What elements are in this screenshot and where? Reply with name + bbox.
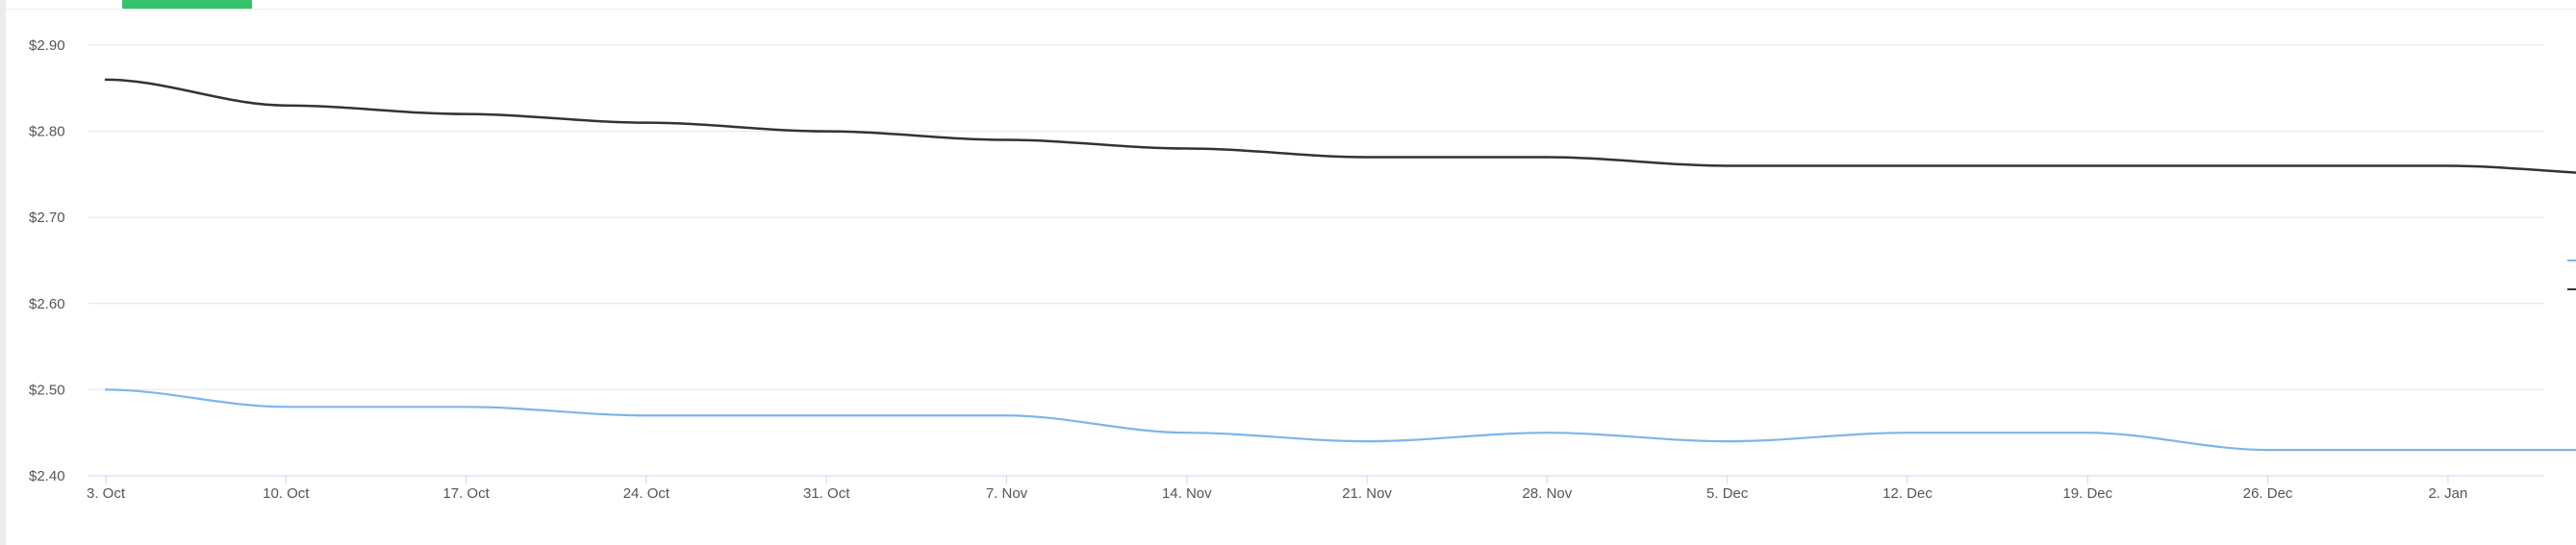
x-tick-label: 28. Nov xyxy=(1523,485,1573,502)
x-tick-label: 10. Oct xyxy=(263,485,310,502)
x-tick-label: 7. Nov xyxy=(986,485,1028,502)
active-tab-indicator[interactable] xyxy=(122,0,252,9)
y-tick-label: $2.70 xyxy=(29,210,65,226)
x-tick-label: 24. Oct xyxy=(623,485,670,502)
x-tick-label: 12. Dec xyxy=(1882,485,1932,502)
x-tick-label: 14. Nov xyxy=(1162,485,1212,502)
x-tick-label: 2. Jan xyxy=(2428,485,2467,502)
x-tick-label: 17. Oct xyxy=(442,485,490,502)
y-tick-label: $2.80 xyxy=(29,124,65,140)
x-tick-label: 5. Dec xyxy=(1706,485,1749,502)
top-border xyxy=(6,0,2576,10)
left-border xyxy=(0,0,6,545)
y-tick-label: $2.50 xyxy=(29,382,65,398)
x-tick-label: 21. Nov xyxy=(1342,485,1392,502)
series-line-2 xyxy=(104,388,2576,452)
x-tick-label: 19. Dec xyxy=(2062,485,2112,502)
x-tick-label: 26. Dec xyxy=(2243,485,2293,502)
x-tick-label: 31. Oct xyxy=(803,485,850,502)
x-tick-label: 3. Oct xyxy=(87,485,126,502)
series-line-1 xyxy=(104,78,2576,174)
y-tick-label: $2.60 xyxy=(29,296,65,312)
y-tick-label: $2.40 xyxy=(29,468,65,484)
y-tick-label: $2.90 xyxy=(29,37,65,54)
